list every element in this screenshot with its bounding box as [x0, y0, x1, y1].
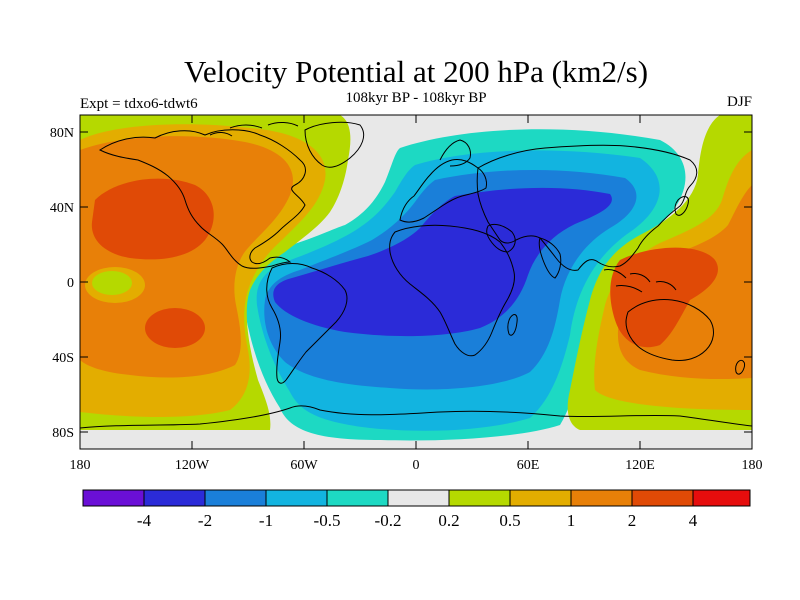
colorbar-box-1 — [82, 489, 145, 507]
coast-australia — [625, 299, 714, 361]
colorbar-label-9: 2 — [628, 511, 637, 530]
coast-asia — [476, 144, 698, 271]
coast-north-america — [99, 129, 306, 269]
contour-fields — [80, 115, 752, 449]
lat-label-40n: 40N — [50, 201, 74, 216]
field-pos-0.2-spot — [92, 271, 132, 295]
coast-arctic-islands — [209, 122, 299, 137]
lon-ticks — [79, 115, 753, 449]
colorbar-label-1: -4 — [137, 511, 152, 530]
colorbar — [82, 489, 751, 507]
lat-label-40s: 40S — [52, 351, 74, 366]
colorbar-label-2: -2 — [198, 511, 212, 530]
coast-madagascar — [507, 314, 518, 336]
coast-indonesia — [603, 269, 677, 293]
coast-antarctica — [80, 405, 752, 429]
coast-new-zealand — [735, 359, 745, 375]
lon-label-60e: 60E — [517, 458, 540, 473]
colorbar-box-3 — [204, 489, 267, 507]
coast-arabia — [486, 223, 516, 253]
coast-greenland — [304, 121, 365, 168]
lat-label-80s: 80S — [52, 426, 74, 441]
colorbar-label-5: -0.2 — [375, 511, 402, 530]
colorbar-label-4: -0.5 — [314, 511, 341, 530]
colorbar-box-8 — [509, 489, 572, 507]
field-pos-2-pacific-south — [145, 308, 205, 348]
colorbar-label-8: 1 — [567, 511, 576, 530]
coast-europe — [399, 159, 487, 223]
colorbar-box-7 — [448, 489, 511, 507]
lat-label-80n: 80N — [50, 126, 74, 141]
plot-subtitle: 108kyr BP - 108kyr BP — [345, 90, 486, 106]
plot-title: Velocity Potential at 200 hPa (km2/s) — [184, 54, 648, 89]
field-pos-2-pacific-left — [91, 178, 214, 260]
field-neg-2-arabia — [491, 231, 515, 245]
season-label: DJF — [727, 94, 752, 110]
colorbar-label-7: 0.5 — [499, 511, 520, 530]
lat-label-0: 0 — [67, 276, 74, 291]
colorbar-box-9 — [570, 489, 633, 507]
lon-label-0: 0 — [413, 458, 420, 473]
coast-africa — [389, 224, 515, 357]
coast-scandinavia — [439, 139, 471, 167]
colorbar-box-5 — [326, 489, 389, 507]
coastlines — [80, 121, 752, 429]
lon-label-120e: 120E — [625, 458, 655, 473]
colorbar-box-4 — [265, 489, 328, 507]
coast-japan — [674, 196, 689, 216]
lon-label-180w: 180 — [70, 458, 91, 473]
colorbar-labels: -4 -2 -1 -0.5 -0.2 0.2 0.5 1 2 4 — [137, 511, 698, 530]
lon-tick-labels: 180 120W 60W 0 60E 120E 180 — [70, 458, 763, 473]
colorbar-label-6: 0.2 — [438, 511, 459, 530]
colorbar-label-3: -1 — [259, 511, 273, 530]
field-pos-2-pacific-right — [610, 247, 718, 348]
coast-india — [538, 237, 562, 279]
colorbar-box-2 — [143, 489, 206, 507]
lon-label-180e: 180 — [742, 458, 763, 473]
colorbar-box-6 — [387, 489, 450, 507]
colorbar-box-10 — [631, 489, 694, 507]
lat-ticks — [80, 131, 752, 433]
lon-label-60w: 60W — [290, 458, 318, 473]
coast-south-america — [266, 263, 348, 384]
colorbar-box-11 — [692, 489, 751, 507]
lat-tick-labels: 80N 40N 0 40S 80S — [50, 126, 74, 441]
experiment-label: Expt = tdxo6-tdwt6 — [80, 96, 198, 112]
field-neg-2 — [273, 187, 612, 337]
lon-label-120w: 120W — [175, 458, 210, 473]
colorbar-label-10: 4 — [689, 511, 698, 530]
